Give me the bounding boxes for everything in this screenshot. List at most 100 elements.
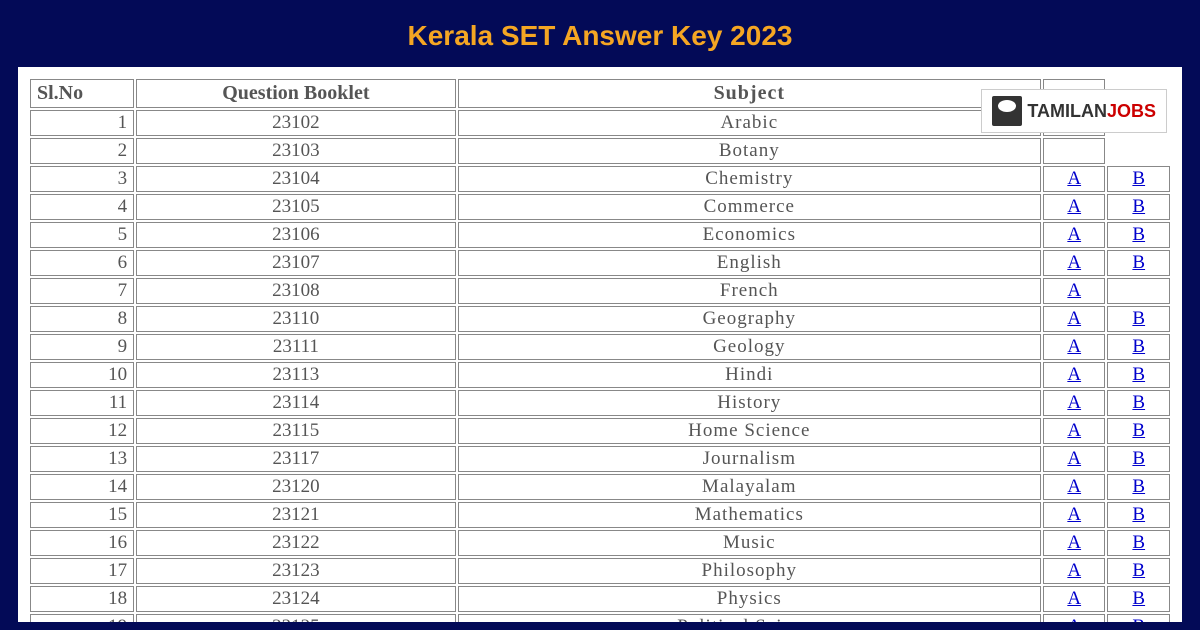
cell-subject: Chemistry [458, 166, 1041, 192]
cell-booklet: 23110 [136, 306, 455, 332]
answer-key-table: Sl.No Question Booklet Subject 123102Ara… [28, 77, 1172, 622]
logo-text-jobs: JOBS [1107, 101, 1156, 121]
link-version-b[interactable]: B [1107, 390, 1170, 416]
table-row: 723108FrenchA [30, 278, 1170, 304]
table-row: 1723123PhilosophyAB [30, 558, 1170, 584]
link-version-b [1107, 278, 1170, 304]
link-version-b[interactable]: B [1107, 222, 1170, 248]
cell-slno: 8 [30, 306, 134, 332]
cell-subject: Home Science [458, 418, 1041, 444]
link-version-a[interactable]: A [1043, 390, 1106, 416]
link-version-a[interactable]: A [1043, 502, 1106, 528]
cell-hidden [1043, 138, 1106, 164]
cell-booklet: 23106 [136, 222, 455, 248]
cell-booklet: 23114 [136, 390, 455, 416]
cell-slno: 1 [30, 110, 134, 136]
link-version-a[interactable]: A [1043, 614, 1106, 622]
cell-slno: 9 [30, 334, 134, 360]
link-version-a[interactable]: A [1043, 586, 1106, 612]
link-version-a[interactable]: A [1043, 558, 1106, 584]
cell-subject: Philosophy [458, 558, 1041, 584]
table-row: 423105CommerceAB [30, 194, 1170, 220]
table-row: 223103Botany [30, 138, 1170, 164]
cell-booklet: 23123 [136, 558, 455, 584]
table-row: 1123114HistoryAB [30, 390, 1170, 416]
link-version-b[interactable]: B [1107, 250, 1170, 276]
cell-booklet: 23104 [136, 166, 455, 192]
cell-slno: 10 [30, 362, 134, 388]
cell-slno: 6 [30, 250, 134, 276]
cell-slno: 12 [30, 418, 134, 444]
table-row: 1923125Political ScienceAB [30, 614, 1170, 622]
link-version-b[interactable]: B [1107, 306, 1170, 332]
cell-slno: 17 [30, 558, 134, 584]
link-version-a[interactable]: A [1043, 278, 1106, 304]
table-row: 1023113HindiAB [30, 362, 1170, 388]
content-area: TAMILANJOBS Sl.No Question Booklet Subje… [18, 67, 1182, 622]
cell-booklet: 23125 [136, 614, 455, 622]
cell-subject: History [458, 390, 1041, 416]
link-version-b[interactable]: B [1107, 362, 1170, 388]
link-version-a[interactable]: A [1043, 530, 1106, 556]
cell-subject: English [458, 250, 1041, 276]
header-slno: Sl.No [30, 79, 134, 108]
table-row: 1523121MathematicsAB [30, 502, 1170, 528]
cell-booklet: 23124 [136, 586, 455, 612]
cell-slno: 13 [30, 446, 134, 472]
link-version-b[interactable]: B [1107, 446, 1170, 472]
link-version-a[interactable]: A [1043, 446, 1106, 472]
link-version-b[interactable]: B [1107, 334, 1170, 360]
link-version-b[interactable]: B [1107, 194, 1170, 220]
link-version-a[interactable]: A [1043, 166, 1106, 192]
link-version-a[interactable]: A [1043, 222, 1106, 248]
link-version-a[interactable]: A [1043, 250, 1106, 276]
cell-subject: Physics [458, 586, 1041, 612]
logo-text-tamilan: TAMILAN [1027, 101, 1107, 121]
cell-slno: 2 [30, 138, 134, 164]
table-row: 523106EconomicsAB [30, 222, 1170, 248]
link-version-a[interactable]: A [1043, 334, 1106, 360]
logo-icon [992, 96, 1022, 126]
cell-booklet: 23102 [136, 110, 455, 136]
cell-subject: Malayalam [458, 474, 1041, 500]
cell-slno: 3 [30, 166, 134, 192]
link-version-b[interactable]: B [1107, 586, 1170, 612]
header-subject: Subject [458, 79, 1041, 108]
cell-subject: Geography [458, 306, 1041, 332]
link-version-b[interactable]: B [1107, 418, 1170, 444]
cell-slno: 16 [30, 530, 134, 556]
logo-badge: TAMILANJOBS [981, 89, 1167, 133]
cell-booklet: 23115 [136, 418, 455, 444]
table-row: 623107EnglishAB [30, 250, 1170, 276]
link-version-b[interactable]: B [1107, 166, 1170, 192]
link-version-a[interactable]: A [1043, 306, 1106, 332]
link-version-b[interactable]: B [1107, 530, 1170, 556]
cell-booklet: 23113 [136, 362, 455, 388]
link-version-a[interactable]: A [1043, 194, 1106, 220]
cell-booklet: 23107 [136, 250, 455, 276]
cell-slno: 18 [30, 586, 134, 612]
cell-subject: Journalism [458, 446, 1041, 472]
logo-text: TAMILANJOBS [1027, 101, 1156, 122]
cell-slno: 5 [30, 222, 134, 248]
link-version-a[interactable]: A [1043, 362, 1106, 388]
cell-slno: 4 [30, 194, 134, 220]
cell-booklet: 23103 [136, 138, 455, 164]
table-row: 1823124PhysicsAB [30, 586, 1170, 612]
cell-subject: Mathematics [458, 502, 1041, 528]
cell-subject: Economics [458, 222, 1041, 248]
link-version-a[interactable]: A [1043, 418, 1106, 444]
link-version-a[interactable]: A [1043, 474, 1106, 500]
table-row: 1623122MusicAB [30, 530, 1170, 556]
table-row: 1223115Home ScienceAB [30, 418, 1170, 444]
link-version-b[interactable]: B [1107, 474, 1170, 500]
link-version-b[interactable]: B [1107, 558, 1170, 584]
table-row: 1323117JournalismAB [30, 446, 1170, 472]
cell-booklet: 23105 [136, 194, 455, 220]
cell-slno: 7 [30, 278, 134, 304]
link-version-b[interactable]: B [1107, 502, 1170, 528]
link-version-b[interactable]: B [1107, 614, 1170, 622]
table-row: 323104ChemistryAB [30, 166, 1170, 192]
cell-booklet: 23117 [136, 446, 455, 472]
table-row: 923111GeologyAB [30, 334, 1170, 360]
